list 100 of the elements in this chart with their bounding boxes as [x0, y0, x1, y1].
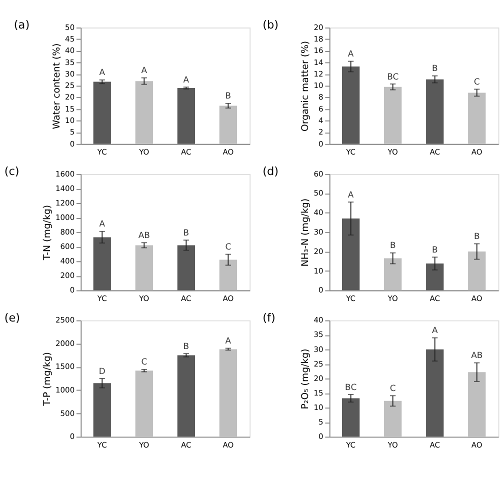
x-tick-label: YO [386, 148, 398, 157]
x-tick-label: AO [222, 294, 234, 304]
y-tick-label: 30 [314, 227, 324, 236]
y-tick-label: 0 [318, 139, 324, 148]
y-tick-label: 35 [65, 58, 75, 67]
y-tick-label: 15 [65, 104, 75, 114]
y-tick-label: 600 [60, 242, 75, 252]
y-tick-label: 10 [65, 116, 75, 125]
y-tick-label: 8 [318, 92, 324, 102]
x-tick-label: YO [138, 294, 150, 304]
y-tick-label: 40 [65, 46, 75, 56]
x-tick-label: YC [345, 294, 356, 304]
y-tick-label: 1000 [56, 386, 75, 394]
chart-title: (f) [262, 311, 276, 324]
y-tick-label: 35 [314, 330, 324, 340]
y-tick-label: 2000 [56, 338, 75, 348]
y-tick-label: 18 [314, 34, 324, 44]
x-tick-label: AC [181, 148, 192, 157]
y-tick-label: 20 [314, 22, 324, 32]
annotation: B [390, 240, 396, 250]
chart-title: (b) [262, 18, 279, 32]
x-tick-label: AO [222, 148, 234, 157]
y-tick-label: 2500 [56, 316, 75, 325]
annotation: A [141, 65, 148, 76]
annotation: B [432, 244, 438, 254]
y-tick-label: 4 [318, 116, 324, 125]
x-tick-label: YO [386, 294, 398, 304]
x-tick-label: AC [430, 148, 440, 157]
y-tick-label: 0 [70, 286, 75, 295]
annotation: C [141, 356, 148, 367]
x-tick-label: AO [471, 148, 482, 157]
x-tick-label: YO [386, 440, 398, 450]
annotation: A [99, 218, 106, 229]
y-tick-label: 45 [65, 34, 75, 44]
y-axis-title: T-N (mg/kg) [42, 205, 53, 262]
y-tick-label: 10 [314, 266, 324, 276]
y-axis-title: Organic matter (%) [300, 40, 312, 132]
y-tick-label: 15 [314, 388, 324, 398]
y-tick-label: 10 [314, 81, 324, 90]
y-tick-label: 0 [318, 286, 324, 295]
y-tick-label: 0 [318, 432, 324, 442]
y-tick-label: 0 [70, 139, 75, 148]
annotation: C [225, 242, 232, 252]
annotation: B [183, 227, 190, 238]
annotation: BC [387, 71, 399, 82]
annotation: B [474, 231, 480, 242]
y-tick-label: 40 [314, 316, 324, 325]
y-tick-label: 25 [65, 81, 75, 90]
y-tick-label: 40 [314, 208, 324, 218]
y-tick-label: 1500 [56, 362, 75, 372]
x-tick-label: YO [138, 148, 150, 157]
annotation: BC [345, 382, 357, 392]
chart-title: (c) [4, 164, 20, 178]
y-tick-label: 20 [314, 246, 324, 256]
x-tick-label: YO [138, 440, 150, 450]
annotation: A [183, 74, 190, 84]
x-tick-label: AC [181, 440, 192, 450]
annotation: A [432, 325, 438, 336]
y-tick-label: 16 [314, 46, 324, 56]
x-tick-label: AO [471, 440, 482, 450]
x-tick-label: AC [430, 440, 440, 450]
chart-title: (e) [4, 311, 20, 324]
y-tick-label: 20 [65, 92, 75, 102]
y-axis-title: NH₃-N (mg/kg) [300, 198, 312, 267]
annotation: A [348, 189, 354, 200]
annotation: B [225, 90, 232, 101]
y-tick-label: 400 [60, 256, 75, 266]
annotation: C [390, 382, 396, 393]
x-tick-label: YC [96, 440, 107, 450]
annotation: AB [138, 230, 150, 240]
y-axis-title: T-P (mg/kg) [42, 352, 53, 407]
y-tick-label: 5 [70, 128, 75, 137]
x-tick-label: YC [96, 294, 107, 304]
x-tick-label: YC [96, 148, 107, 157]
y-tick-label: 50 [314, 188, 324, 198]
annotation: B [432, 63, 438, 74]
x-tick-label: AO [471, 294, 482, 304]
y-tick-label: 2 [318, 128, 324, 137]
chart-title: (d) [262, 164, 279, 178]
annotation: B [183, 340, 190, 351]
annotation: AB [471, 350, 483, 360]
annotation: A [99, 67, 106, 78]
y-tick-label: 200 [60, 271, 75, 280]
x-tick-label: AC [430, 294, 440, 304]
y-axis-title: P₂O₅ (mg/kg) [300, 348, 312, 410]
chart-title: (a) [14, 18, 30, 32]
y-tick-label: 30 [314, 344, 324, 354]
y-tick-label: 5 [318, 418, 324, 426]
y-tick-label: 20 [314, 374, 324, 383]
y-tick-label: 500 [60, 408, 75, 418]
y-tick-label: 10 [314, 402, 324, 412]
y-axis-title: Water content (%) [51, 43, 62, 130]
y-tick-label: 1200 [56, 198, 75, 208]
y-tick-label: 0 [70, 432, 75, 442]
y-tick-label: 12 [314, 69, 324, 78]
annotation: A [348, 48, 354, 59]
y-tick-label: 1600 [56, 169, 75, 178]
y-tick-label: 50 [65, 22, 75, 32]
y-tick-label: 800 [60, 227, 75, 236]
y-tick-label: 14 [314, 58, 324, 67]
